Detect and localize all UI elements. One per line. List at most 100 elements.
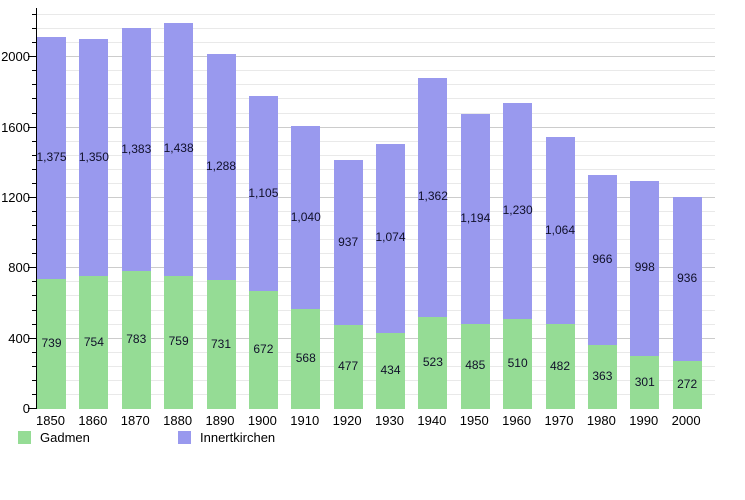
gridline-minor: [37, 98, 715, 100]
x-axis-label: 1900: [247, 413, 277, 428]
innertkirchen-segment: [630, 180, 660, 357]
innertkirchen-segment: [587, 175, 617, 346]
y-tick-minor: [32, 211, 37, 213]
y-tick-minor: [32, 309, 37, 311]
innertkirchen-value-label: 936: [677, 270, 698, 285]
gadmen-segment: [545, 324, 575, 409]
gadmen-segment: [587, 345, 617, 409]
y-tick-minor: [32, 239, 37, 241]
innertkirchen-value-label: 966: [592, 252, 613, 267]
legend-item-gadmen: Gadmen: [18, 430, 90, 445]
gadmen-segment: [206, 280, 236, 409]
gridline-minor: [37, 84, 715, 86]
gadmen-segment: [248, 290, 278, 409]
gridline-minor: [37, 28, 715, 30]
y-tick-minor: [32, 84, 37, 86]
x-axis-label: 1990: [629, 413, 659, 428]
gridline-minor: [37, 112, 715, 114]
y-tick-major: [28, 196, 37, 198]
innertkirchen-segment: [503, 102, 533, 320]
innertkirchen-legend-label: Innertkirchen: [200, 430, 276, 445]
x-axis-label: 1970: [544, 413, 574, 428]
gadmen-value-label: 434: [380, 362, 401, 377]
gadmen-segment: [418, 317, 448, 409]
y-tick-minor: [32, 393, 37, 395]
gadmen-segment: [672, 361, 702, 409]
x-axis-label: 1960: [502, 413, 532, 428]
y-tick-minor: [32, 70, 37, 72]
gadmen-segment: [121, 271, 151, 409]
innertkirchen-segment: [545, 137, 575, 325]
x-axis-label: 2000: [671, 413, 701, 428]
x-axis-label: 1980: [586, 413, 616, 428]
gadmen-value-label: 510: [507, 356, 528, 371]
y-tick-major: [28, 408, 37, 409]
innertkirchen-value-label: 1,288: [205, 159, 237, 174]
gridline-minor: [37, 70, 715, 72]
y-tick-minor: [32, 98, 37, 100]
gadmen-segment: [37, 279, 66, 409]
innertkirchen-value-label: 1,040: [290, 209, 321, 224]
y-tick-minor: [32, 140, 37, 142]
y-axis-label: 2000: [1, 49, 30, 65]
y-axis-label: 800: [8, 260, 30, 276]
x-axis-label: 1930: [375, 413, 404, 428]
innertkirchen-legend-swatch: [178, 431, 191, 444]
gadmen-segment: [630, 356, 660, 409]
y-axis-label: 1600: [1, 119, 30, 135]
y-axis-label: 1200: [1, 189, 30, 205]
y-tick-minor: [32, 154, 37, 156]
gadmen-value-label: 754: [83, 334, 104, 349]
gadmen-value-label: 301: [634, 374, 655, 389]
innertkirchen-value-label: 1,383: [121, 141, 152, 156]
x-axis-label: 1950: [459, 413, 489, 428]
gadmen-value-label: 731: [210, 336, 232, 351]
innertkirchen-value-label: 1,362: [417, 189, 448, 204]
innertkirchen-segment: [206, 53, 236, 281]
gadmen-value-label: 482: [549, 358, 571, 373]
y-tick-major: [28, 337, 37, 339]
x-axis-label: 1870: [120, 413, 150, 428]
x-axis-label: 1940: [417, 413, 447, 428]
innertkirchen-value-label: 1,074: [375, 230, 406, 245]
legend: Gadmen Innertkirchen: [0, 430, 745, 448]
gridline-minor: [37, 140, 715, 142]
y-tick-minor: [32, 295, 37, 297]
innertkirchen-value-label: 1,064: [544, 222, 576, 237]
innertkirchen-segment: [121, 28, 151, 272]
gadmen-legend-label: Gadmen: [40, 430, 90, 445]
innertkirchen-value-label: 1,230: [502, 203, 533, 218]
innertkirchen-value-label: 1,105: [248, 185, 279, 200]
gridline-minor: [37, 14, 715, 16]
y-tick-minor: [32, 253, 37, 255]
y-tick-minor: [32, 42, 37, 44]
gridline-major: [37, 56, 715, 58]
gadmen-value-label: 739: [41, 336, 62, 351]
gadmen-segment: [503, 319, 533, 409]
gadmen-value-label: 759: [168, 334, 189, 349]
gadmen-segment: [164, 275, 194, 409]
innertkirchen-segment: [460, 113, 490, 324]
y-tick-minor: [32, 182, 37, 184]
plot-area: 739 1,375 754 1,350 783 1,383 759 1,438 731 1,288…: [28, 8, 715, 409]
x-axis-label: 1920: [332, 413, 362, 428]
gridline-major: [37, 126, 715, 128]
x-axis-label: 1880: [163, 413, 193, 428]
y-tick-minor: [32, 281, 37, 283]
gadmen-value-label: 477: [338, 359, 359, 374]
x-axis-label: 1850: [36, 413, 65, 428]
innertkirchen-value-label: 1,375: [36, 150, 67, 165]
innertkirchen-segment: [333, 160, 363, 326]
gadmen-value-label: 783: [126, 332, 147, 347]
gadmen-segment: [79, 276, 109, 409]
y-axis-label: 0: [22, 401, 30, 416]
y-tick-minor: [32, 112, 37, 114]
x-axis-label: 1910: [290, 413, 320, 428]
gadmen-value-label: 523: [422, 355, 443, 370]
y-tick-major: [28, 56, 37, 58]
gadmen-value-label: 672: [253, 341, 274, 356]
y-tick-major: [28, 126, 37, 128]
innertkirchen-segment: [37, 37, 66, 280]
gadmen-value-label: 485: [465, 358, 486, 373]
